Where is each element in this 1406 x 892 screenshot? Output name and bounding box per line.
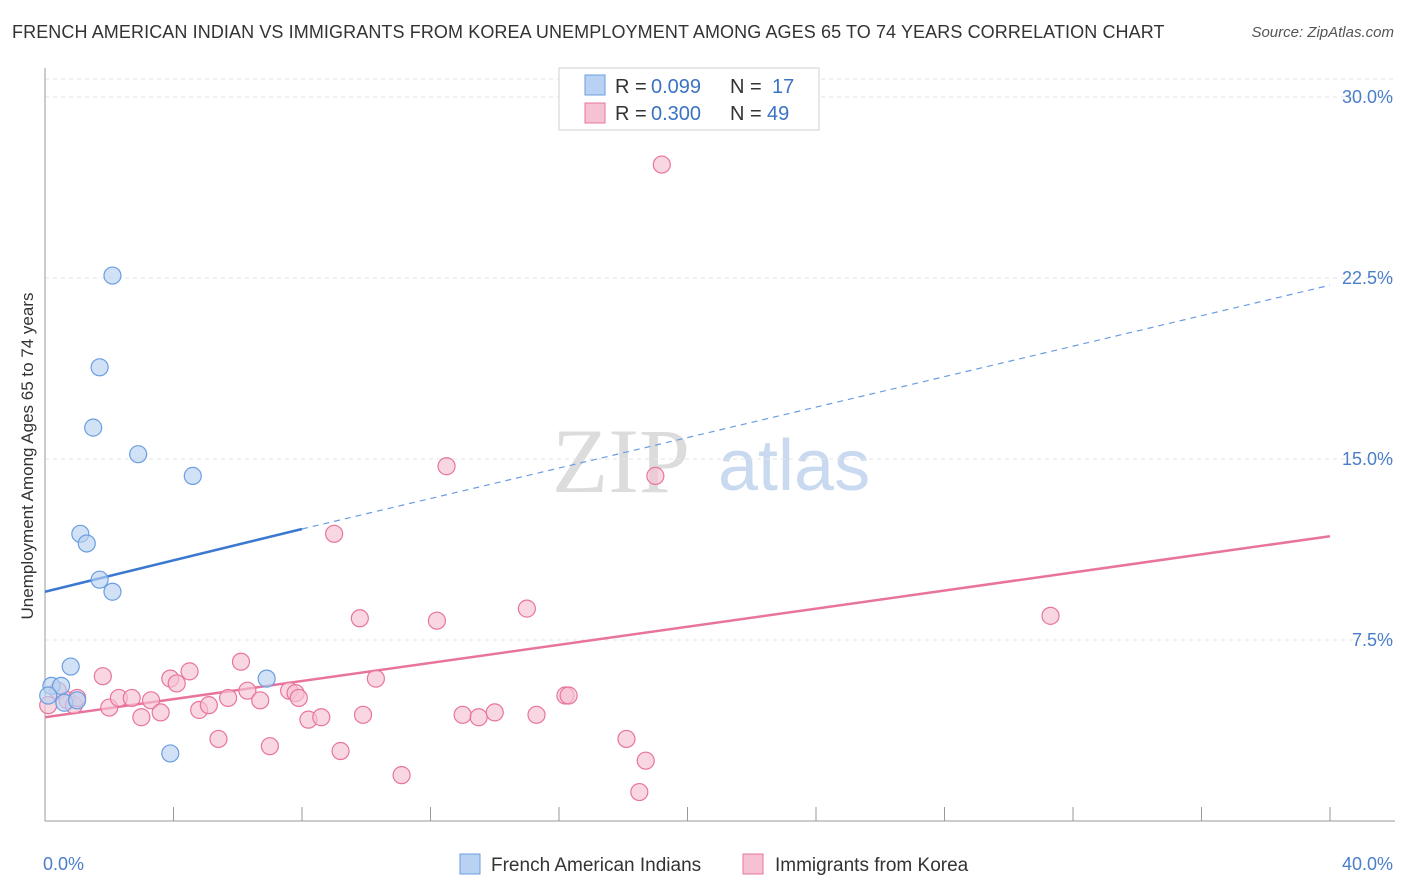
source-label: Source: ZipAtlas.com bbox=[1251, 24, 1394, 41]
point-immigrants-from-korea bbox=[453, 705, 472, 724]
point-immigrants-from-korea bbox=[517, 599, 536, 618]
point-immigrants-from-korea bbox=[617, 729, 636, 749]
legend-swatch-blue bbox=[584, 74, 606, 96]
point-immigrants-from-korea bbox=[312, 708, 331, 727]
tick-labels: 7.5% 15.0% 22.5% 30.0% 0.0% 40.0% bbox=[43, 87, 1393, 874]
point-french-american-indians bbox=[39, 686, 58, 705]
point-immigrants-from-korea bbox=[251, 691, 270, 710]
legend-n-value-2: 49 bbox=[767, 103, 789, 125]
point-french-american-indians bbox=[257, 669, 276, 688]
watermark-atlas: atlas bbox=[718, 426, 870, 506]
point-immigrants-from-korea bbox=[485, 703, 504, 722]
point-french-american-indians bbox=[183, 466, 202, 485]
point-french-american-indians bbox=[77, 534, 96, 553]
point-french-american-indians bbox=[90, 358, 109, 377]
legend-r-label-2: R = bbox=[615, 103, 647, 125]
x-tick-label: 40.0% bbox=[1342, 854, 1393, 874]
point-immigrants-from-korea bbox=[231, 652, 251, 671]
point-immigrants-from-korea bbox=[469, 708, 488, 727]
point-french-american-indians bbox=[90, 570, 109, 589]
legend-r-value-2: 0.300 bbox=[651, 103, 701, 125]
point-immigrants-from-korea bbox=[331, 741, 350, 761]
trend-line-french-american-indians bbox=[44, 527, 303, 593]
point-immigrants-from-korea bbox=[392, 766, 411, 785]
y-tick-label: 22.5% bbox=[1342, 268, 1393, 288]
point-immigrants-from-korea bbox=[636, 751, 655, 770]
point-immigrants-from-korea bbox=[630, 782, 649, 802]
legend-swatch-pink bbox=[584, 102, 606, 124]
point-immigrants-from-korea bbox=[527, 705, 546, 724]
x-tick-label: 0.0% bbox=[43, 854, 84, 874]
point-french-american-indians bbox=[129, 445, 148, 464]
point-immigrants-from-korea bbox=[646, 466, 665, 485]
point-immigrants-from-korea bbox=[141, 691, 161, 710]
point-french-american-indians bbox=[161, 744, 180, 763]
legend-r-value-1: 0.099 bbox=[651, 76, 701, 98]
point-immigrants-from-korea bbox=[353, 705, 373, 724]
y-tick-label: 30.0% bbox=[1342, 87, 1393, 107]
watermark-zip: ZIP bbox=[552, 410, 690, 512]
trend-line-french-american-indians-extension bbox=[301, 284, 1331, 530]
point-immigrants-from-korea bbox=[209, 729, 228, 749]
point-immigrants-from-korea bbox=[122, 688, 141, 708]
series-swatch-immigrants-from-korea bbox=[742, 853, 764, 875]
point-immigrants-from-korea bbox=[93, 667, 112, 686]
point-immigrants-from-korea bbox=[437, 457, 456, 476]
axes bbox=[44, 68, 1395, 822]
legend-n-value-1: 17 bbox=[772, 76, 794, 98]
trend-line-immigrants-from-korea bbox=[44, 534, 1331, 719]
point-immigrants-from-korea bbox=[199, 696, 218, 715]
point-immigrants-from-korea bbox=[219, 688, 238, 708]
point-immigrants-from-korea bbox=[652, 155, 671, 174]
legend-n-label-2: N = bbox=[730, 103, 762, 125]
trend-lines bbox=[44, 284, 1331, 719]
point-french-american-indians bbox=[103, 582, 122, 601]
point-french-american-indians bbox=[61, 657, 80, 676]
point-immigrants-from-korea bbox=[559, 686, 578, 705]
series-label-french-american-indians: French American Indians bbox=[491, 855, 701, 876]
series-label-immigrants-from-korea: Immigrants from Korea bbox=[775, 855, 969, 876]
point-immigrants-from-korea bbox=[132, 708, 151, 727]
series-legend: French American Indians Immigrants from … bbox=[459, 853, 969, 876]
point-immigrants-from-korea bbox=[325, 524, 344, 543]
data-points bbox=[39, 155, 1060, 802]
legend-n-label-1: N = bbox=[730, 76, 762, 98]
point-immigrants-from-korea bbox=[1041, 606, 1060, 625]
y-tick-label: 15.0% bbox=[1342, 449, 1393, 469]
point-immigrants-from-korea bbox=[366, 669, 385, 688]
point-immigrants-from-korea bbox=[151, 703, 170, 722]
legend-r-label-1: R = bbox=[615, 76, 647, 98]
chart-title: FRENCH AMERICAN INDIAN VS IMMIGRANTS FRO… bbox=[12, 22, 1165, 42]
point-french-american-indians bbox=[103, 266, 122, 285]
point-immigrants-from-korea bbox=[289, 688, 308, 708]
series-swatch-french-american-indians bbox=[459, 853, 481, 875]
point-immigrants-from-korea bbox=[167, 674, 186, 693]
point-immigrants-from-korea bbox=[427, 611, 447, 630]
point-immigrants-from-korea bbox=[180, 662, 199, 681]
correlation-legend: R = 0.099 N = 17 R = 0.300 N = 49 bbox=[558, 67, 820, 131]
point-immigrants-from-korea bbox=[350, 609, 369, 628]
point-french-american-indians bbox=[68, 691, 87, 710]
point-immigrants-from-korea bbox=[238, 681, 257, 700]
y-tick-label: 7.5% bbox=[1352, 630, 1393, 650]
point-immigrants-from-korea bbox=[260, 737, 279, 756]
point-french-american-indians bbox=[84, 418, 103, 437]
